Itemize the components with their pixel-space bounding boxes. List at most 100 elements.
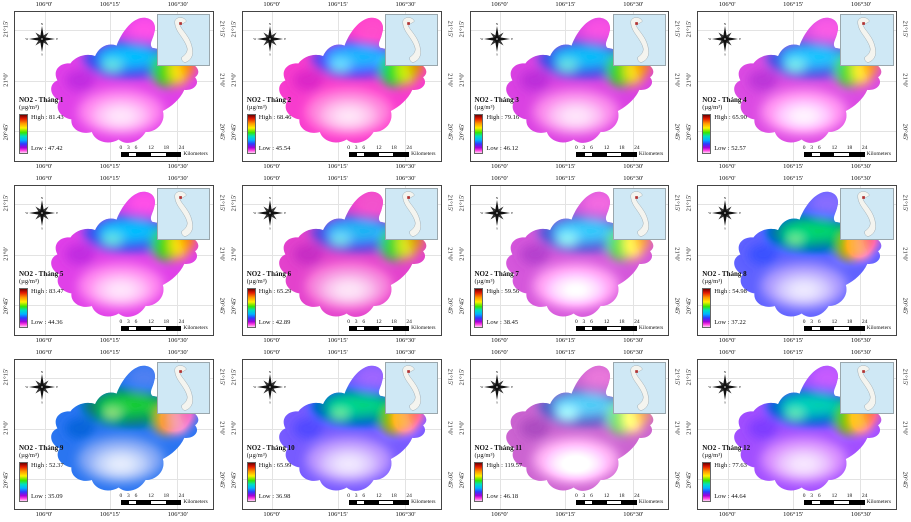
legend-unit: (µg/m³) xyxy=(18,104,40,112)
axis-tick-label: 21°0' xyxy=(901,247,909,262)
legend-title: NO2 - Tháng 3 xyxy=(474,95,519,104)
axis-left: 21°15' 21°0' 20°45' xyxy=(683,11,695,162)
no2-raster-map xyxy=(265,363,437,500)
legend-low-value: Low : 37.22 xyxy=(714,319,746,327)
legend-low-value: Low : 44.36 xyxy=(30,319,63,327)
axis-tick-label: 20°45' xyxy=(458,297,465,315)
axis-tick-label: 106°30' xyxy=(395,175,416,182)
axis-top: 106°0' 106°15' 106°30' xyxy=(14,175,214,185)
axis-tick-label: 21°0' xyxy=(2,421,10,436)
map-frame: N E S W NO2 - Tháng 4 (µg/m³) Hi xyxy=(697,11,897,162)
study-area-marker xyxy=(406,22,410,26)
axis-bottom: 106°0' 106°15' 106°30' xyxy=(697,511,897,521)
axis-tick-label: 106°0' xyxy=(491,163,508,170)
axis-tick-label: 21°0' xyxy=(2,73,10,88)
legend-title: NO2 - Tháng 12 xyxy=(702,443,751,452)
gridline xyxy=(44,186,46,335)
svg-text:N: N xyxy=(269,197,272,201)
axis-top: 106°0' 106°15' 106°30' xyxy=(470,175,670,185)
legend-low-value: Low : 45.54 xyxy=(258,145,291,153)
legend-low-value: Low : 42.89 xyxy=(258,319,291,327)
scale-bar-ticks: 0 3 6 12 18 24 xyxy=(802,318,868,325)
axis-tick-label: 21°0' xyxy=(218,247,226,262)
legend-high-value: High : 83.47 xyxy=(30,287,64,295)
svg-text:E: E xyxy=(512,37,514,41)
vietnam-inset-map xyxy=(612,14,666,67)
axis-tick-label: 21°0' xyxy=(218,421,226,436)
axis-tick-label: 106°30' xyxy=(167,337,188,344)
axis-tick-label: 21°0' xyxy=(446,247,453,262)
scale-bar-ticks: 0 3 6 12 18 24 xyxy=(347,492,412,499)
legend-unit: (µg/m³) xyxy=(474,452,495,460)
svg-text:S: S xyxy=(497,401,499,405)
svg-text:N: N xyxy=(496,23,499,27)
map-frame: N E S W NO2 - Tháng 12 (µg/m³) H xyxy=(697,359,897,510)
legend-title: NO2 - Tháng 4 xyxy=(702,95,747,104)
axis-right: 21°15' 21°0' 20°45' xyxy=(444,185,456,336)
scale-bar: 0 3 6 12 18 24 Kilometers xyxy=(575,493,663,505)
gridline xyxy=(698,203,896,205)
axis-tick-label: 106°0' xyxy=(35,175,53,182)
axis-tick-label: 106°15' xyxy=(327,163,348,170)
axis-tick-label: 106°15' xyxy=(783,1,804,8)
scale-bar-ticks: 0 3 6 12 18 24 xyxy=(119,144,185,151)
svg-text:E: E xyxy=(284,211,286,215)
map-legend: NO2 - Tháng 12 (µg/m³) High : 77.63 Low … xyxy=(702,444,750,502)
axis-tick-label: 21°0' xyxy=(458,247,465,262)
gridline xyxy=(727,360,729,509)
axis-tick-label: 106°15' xyxy=(327,511,348,518)
axis-bottom: 106°0' 106°15' 106°30' xyxy=(14,511,214,521)
axis-tick-label: 106°15' xyxy=(99,349,120,356)
svg-text:E: E xyxy=(284,37,286,41)
legend-low-value: Low : 46.12 xyxy=(486,145,519,153)
svg-text:N: N xyxy=(496,197,499,201)
axis-bottom: 106°0' 106°15' 106°30' xyxy=(242,163,442,173)
gridline xyxy=(272,12,274,161)
legend-title: NO2 - Tháng 1 xyxy=(18,95,64,104)
svg-text:S: S xyxy=(269,401,271,405)
scale-bar-segments xyxy=(120,325,182,331)
axis-top: 106°0' 106°15' 106°30' xyxy=(470,349,670,359)
axis-tick-label: 21°15' xyxy=(685,20,693,38)
study-area-marker xyxy=(406,196,410,200)
map-frame: N E S W NO2 - Tháng 10 (µg/m³) H xyxy=(241,359,442,510)
legend-unit: (µg/m³) xyxy=(702,278,723,286)
axis-tick-label: 106°15' xyxy=(783,163,804,170)
axis-tick-label: 106°30' xyxy=(167,163,188,170)
svg-text:E: E xyxy=(512,211,514,215)
map-panel: 106°0' 106°15' 106°30' 106°0' 106°15' 10… xyxy=(683,348,911,522)
scale-bar-unit: Kilometers xyxy=(866,150,892,157)
svg-text:W: W xyxy=(253,211,256,215)
vietnam-inset-map xyxy=(840,14,894,67)
axis-tick-label: 106°30' xyxy=(623,337,644,344)
map-panel: 106°0' 106°15' 106°30' 106°0' 106°15' 10… xyxy=(0,348,228,522)
axis-tick-label: 21°0' xyxy=(230,247,238,262)
scale-bar-ticks: 0 3 6 12 18 24 xyxy=(347,144,412,151)
map-legend: NO2 - Tháng 8 (µg/m³) High : 54.98 Low :… xyxy=(702,270,747,328)
axis-tick-label: 21°15' xyxy=(685,368,693,386)
map-legend: NO2 - Tháng 5 (µg/m³) High : 83.47 Low :… xyxy=(18,269,64,328)
svg-text:E: E xyxy=(512,385,514,389)
axis-tick-label: 20°45' xyxy=(2,471,10,489)
axis-right: 21°15' 21°0' 20°45' xyxy=(899,185,911,336)
axis-tick-label: 21°0' xyxy=(230,421,238,436)
vietnam-inset-map xyxy=(384,14,439,67)
legend-unit: (µg/m³) xyxy=(702,104,723,112)
map-panel: 106°0' 106°15' 106°30' 106°0' 106°15' 10… xyxy=(456,0,684,174)
axis-tick-label: 106°15' xyxy=(327,337,348,344)
color-ramp xyxy=(474,287,484,328)
axis-tick-label: 21°15' xyxy=(218,368,226,386)
axis-tick-label: 21°15' xyxy=(685,194,693,212)
scale-bar-unit: Kilometers xyxy=(183,150,208,157)
map-legend: NO2 - Tháng 11 (µg/m³) High : 119.57 Low… xyxy=(474,444,522,502)
study-area-marker xyxy=(406,370,410,374)
map-panel: 106°0' 106°15' 106°30' 106°0' 106°15' 10… xyxy=(0,0,228,174)
axis-bottom: 106°0' 106°15' 106°30' xyxy=(697,163,897,173)
axis-tick-label: 106°0' xyxy=(263,175,281,182)
svg-text:S: S xyxy=(497,53,499,57)
axis-tick-label: 21°0' xyxy=(901,421,909,436)
axis-left: 21°15' 21°0' 20°45' xyxy=(0,185,12,336)
legend-title: NO2 - Tháng 5 xyxy=(18,269,64,278)
scale-bar: 0 3 6 12 18 24 Kilometers xyxy=(803,493,891,505)
svg-text:S: S xyxy=(724,227,726,231)
